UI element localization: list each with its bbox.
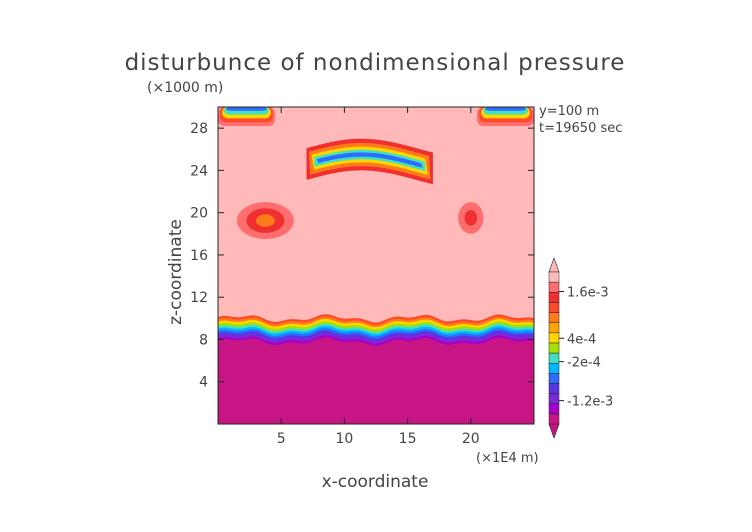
colorbar-label: 4e-4: [567, 332, 596, 347]
colorbar-label: 1.6e-3: [567, 285, 609, 300]
y-tick-label: 12: [190, 290, 208, 306]
colorbar-label: -2e-4: [567, 356, 601, 371]
feature-arc-contour: [316, 152, 423, 168]
y-tick-label: 8: [199, 332, 208, 348]
colorbar-segment: [548, 403, 560, 415]
x-tick-label: 15: [399, 431, 417, 447]
colorbar-extend-top: [548, 257, 560, 273]
colorbar-segment: [548, 332, 560, 344]
colorbar-segment: [548, 362, 560, 374]
plot-frame: [217, 106, 535, 425]
y-axis-label: z-coordinate: [166, 219, 186, 325]
colorbar-segment: [548, 302, 560, 313]
colorbar-segment: [548, 352, 560, 364]
x-axis-label: x-coordinate: [322, 472, 429, 492]
y-tick-label: 24: [190, 163, 208, 179]
colorbar-segment: [548, 281, 560, 293]
colorbar-segment: [548, 393, 560, 404]
annotation-y: y=100 m: [539, 104, 599, 119]
feature-contour: [255, 214, 275, 227]
feature-top-contour: [485, 107, 526, 111]
y-unit-label: (×1000 m): [147, 80, 223, 96]
colorbar-segment: [548, 322, 560, 334]
colorbar-segment: [548, 383, 560, 394]
x-tick-label: 5: [277, 431, 286, 447]
feature-top-contour: [226, 107, 267, 111]
colorbar: 1.6e-3 4e-4 -2e-4 -1.2e-3: [548, 257, 613, 439]
annotation-t: t=19650 sec: [539, 121, 622, 136]
colorbar-segment: [548, 413, 560, 425]
colorbar-extend-bottom: [548, 423, 560, 439]
colorbar-segment: [548, 342, 560, 354]
colorbar-label: -1.2e-3: [567, 395, 613, 410]
colorbar-segment: [548, 292, 560, 303]
x-tick-label: 10: [335, 431, 353, 447]
chart-title: disturbunce of nondimensional pressure: [125, 50, 626, 76]
y-tick-label: 28: [190, 121, 208, 137]
colorbar-segment: [548, 373, 560, 384]
colorbar-segment: [548, 271, 560, 283]
y-tick-label: 16: [190, 248, 208, 264]
colorbar-segment: [548, 312, 560, 323]
plot-area: [218, 107, 534, 424]
region-lower-layer: [218, 337, 534, 424]
x-tick-label: 20: [462, 431, 480, 447]
feature-contour: [464, 210, 478, 226]
y-tick-label: 4: [199, 375, 208, 391]
axes: 5 10 15 20 4 8 12 16 20 24 28: [190, 106, 535, 447]
x-unit-label: (×1E4 m): [476, 451, 539, 466]
y-tick-label: 20: [190, 206, 208, 222]
